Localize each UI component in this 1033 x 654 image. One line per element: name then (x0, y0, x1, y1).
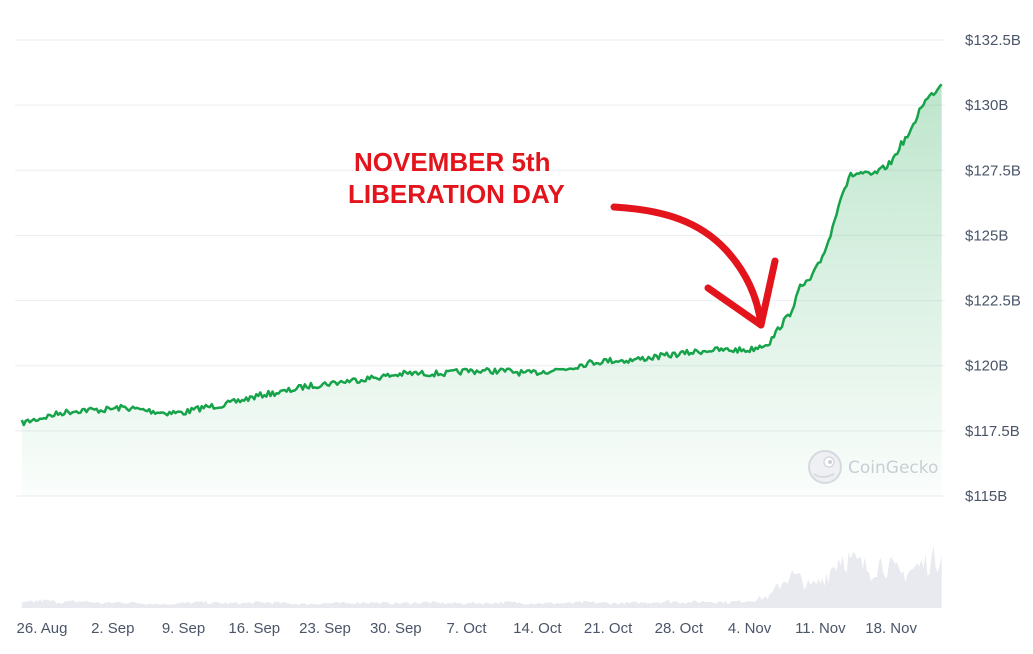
x-tick-label: 4. Nov (728, 620, 772, 637)
price-area-fill (21, 84, 942, 497)
y-tick-label: $127.5B (965, 162, 1021, 179)
y-tick-label: $120B (965, 358, 1008, 375)
x-tick-label: 30. Sep (370, 620, 422, 637)
gecko-logo-icon (808, 450, 842, 484)
y-tick-label: $117.5B (965, 423, 1020, 440)
annotation-arrow-shaft (610, 203, 765, 329)
watermark-label: CoinGecko (848, 458, 938, 478)
price-line (20, 83, 943, 427)
x-tick-label: 21. Oct (584, 620, 633, 637)
y-tick-label: $115B (965, 488, 1007, 505)
x-tick-label: 9. Sep (162, 620, 205, 637)
x-tick-label: 23. Sep (299, 620, 351, 637)
price-area (21, 84, 942, 497)
x-tick-label: 16. Sep (228, 620, 280, 637)
annotation: NOVEMBER 5th LIBERATION DAY (348, 147, 779, 329)
y-tick-label: $132.5B (965, 32, 1021, 49)
x-tick-label: 2. Sep (91, 620, 134, 637)
x-tick-label: 26. Aug (17, 620, 68, 637)
y-tick-label: $122.5B (965, 293, 1021, 310)
x-tick-label: 14. Oct (513, 620, 562, 637)
x-tick-label: 7. Oct (447, 620, 488, 637)
coingecko-watermark: CoinGecko (808, 450, 938, 484)
x-tick-label: 18. Nov (865, 620, 917, 637)
y-axis: $132.5B $130B $127.5B $125B $122.5B $120B $117… (965, 32, 1021, 505)
y-tick-label: $125B (965, 227, 1008, 244)
x-tick-label: 11. Nov (795, 620, 846, 637)
volume-area (21, 545, 942, 608)
volume-series (21, 545, 942, 608)
annotation-arrow-head (704, 257, 779, 329)
price-series-line (20, 83, 943, 427)
x-axis: 26. Aug 2. Sep 9. Sep 16. Sep 23. Sep 30. Sep… (17, 620, 918, 637)
y-tick-label: $130B (965, 97, 1008, 114)
x-tick-label: 28. Oct (655, 620, 704, 637)
annotation-line-2: LIBERATION DAY (348, 179, 565, 209)
annotation-line-1: NOVEMBER 5th (354, 147, 550, 177)
